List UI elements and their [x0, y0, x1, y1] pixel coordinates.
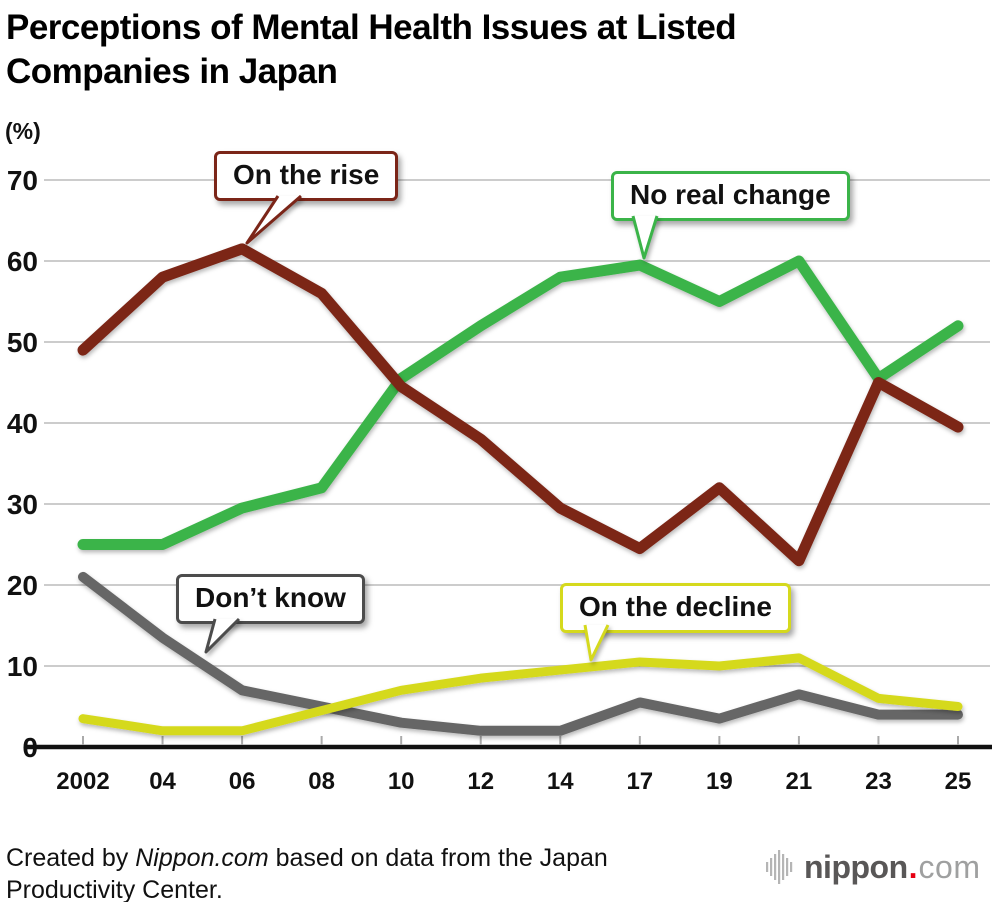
callout-on-the-decline-label: On the decline [579, 591, 772, 622]
y-axis-tick-label: 40 [7, 408, 38, 439]
x-axis-tick-label: 14 [547, 768, 574, 795]
x-axis-tick-label: 04 [149, 768, 176, 795]
callout-dont-know-pointer [204, 617, 241, 654]
y-axis-tick-label: 20 [7, 570, 38, 601]
callout-on-the-rise-label: On the rise [233, 159, 380, 190]
y-axis-tick-label: 60 [7, 246, 38, 277]
footer-brand: Nippon.com [135, 844, 269, 872]
series-line-no-real-change [77, 255, 964, 550]
callout-on-the-rise: On the rise [214, 151, 399, 201]
series-line-on-the-rise [77, 243, 964, 567]
callout-no-real-change-label: No real change [630, 179, 831, 210]
footer-credit-rest: based on data from the Japan [268, 844, 608, 872]
x-axis-tick-label: 17 [626, 768, 653, 795]
callout-dont-know: Don’t know [176, 574, 365, 624]
footer-credit: Created by Nippon.com based on data from… [6, 842, 646, 902]
callout-on-the-decline-pointer [583, 624, 610, 662]
logo-text-com: com [918, 848, 981, 885]
x-axis-tick-label: 10 [388, 768, 415, 795]
y-axis-tick-label: 30 [7, 489, 38, 520]
logo-dot: . [908, 848, 918, 885]
y-axis-tick-label: 70 [7, 165, 38, 196]
callout-no-real-change-pointer [631, 215, 659, 260]
y-axis-tick-label: 50 [7, 327, 38, 358]
x-axis-tick-label: 23 [865, 768, 892, 795]
x-axis-tick-label: 19 [706, 768, 733, 795]
callout-no-real-change: No real change [611, 171, 850, 221]
logo-text-nippon: nippon [804, 848, 908, 885]
nippon-logo-mark-icon [766, 850, 793, 884]
y-axis-tick-label: 10 [7, 651, 38, 682]
callout-on-the-rise-pointer [245, 194, 302, 245]
y-axis-unit-label: (%) [5, 118, 41, 144]
series-line-don-t-know [78, 571, 963, 736]
nippon-logo: nippon . com [766, 848, 980, 886]
x-axis-tick-label: 12 [467, 768, 494, 795]
chart-title: Perceptions of Mental Health Issues at L… [6, 8, 737, 91]
footer-credit-line2: Productivity Center. [6, 876, 223, 902]
callout-on-the-decline: On the decline [560, 583, 791, 633]
callout-dont-know-label: Don’t know [195, 582, 346, 613]
series-line-on-the-decline [78, 653, 963, 736]
x-axis-tick-label: 2002 [56, 768, 109, 795]
x-axis-tick-label: 06 [229, 768, 256, 795]
x-axis-tick-label: 25 [945, 768, 972, 795]
footer-credit-prefix: Created by [6, 844, 136, 872]
x-axis-tick-label: 21 [786, 768, 813, 795]
x-axis-tick-label: 08 [308, 768, 335, 795]
